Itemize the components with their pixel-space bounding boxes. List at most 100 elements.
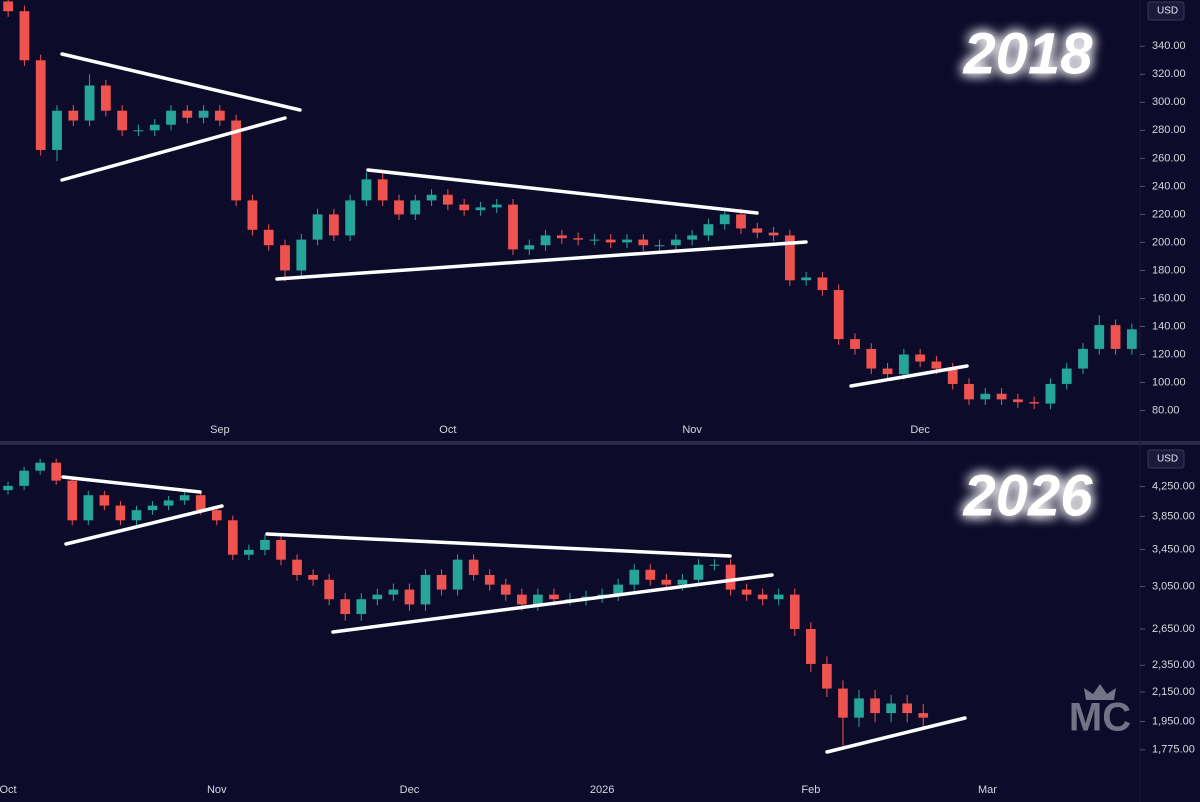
candle-body: [508, 204, 518, 250]
candle-body: [452, 559, 463, 590]
y-tick-label: 300.00: [1152, 96, 1186, 108]
candle-body: [605, 239, 616, 243]
y-tick-label: 100.00: [1152, 376, 1186, 388]
y-tick-label: 200.00: [1152, 236, 1186, 248]
candle-body: [182, 110, 193, 118]
candle-body: [784, 235, 795, 281]
y-tick-label: 160.00: [1152, 292, 1186, 304]
candle-body: [622, 239, 632, 243]
candle-body: [276, 539, 286, 560]
candle-body: [166, 110, 176, 125]
candle-body: [540, 235, 551, 246]
x-tick-label: Oct: [0, 784, 17, 796]
chart-title: 2026: [962, 463, 1093, 528]
candle-body: [35, 462, 45, 471]
candle-body: [613, 584, 623, 595]
trend-line: [331, 573, 774, 634]
candle-body: [420, 574, 431, 605]
candle-body: [99, 495, 110, 506]
unit-box: [1147, 449, 1185, 469]
candle-body: [709, 564, 720, 566]
candle-body: [741, 589, 752, 595]
trend-line: [825, 716, 967, 754]
candle-body: [725, 564, 736, 590]
candle-body: [687, 235, 698, 240]
candle-body: [500, 584, 511, 595]
candle-body: [19, 11, 30, 61]
candle-body: [247, 200, 258, 230]
candle-body: [964, 383, 974, 400]
candle-body: [231, 120, 242, 201]
candle-body: [573, 238, 584, 240]
y-tick-label: 2,350.00: [1152, 659, 1195, 671]
candle-body: [768, 232, 779, 236]
candle-body: [356, 599, 367, 615]
candle-body: [589, 239, 600, 241]
candle-body: [886, 703, 896, 714]
candle-body: [100, 85, 111, 111]
candle-body: [801, 277, 812, 281]
candle-body: [918, 713, 929, 718]
candle-body: [115, 505, 126, 521]
candle-body: [442, 194, 453, 205]
candle-body: [757, 594, 768, 600]
x-tick-label: Dec: [910, 424, 930, 436]
candle-body: [524, 245, 535, 250]
y-tick-label: 340.00: [1152, 40, 1186, 52]
candle-body: [789, 594, 800, 629]
y-tick-label: 1,950.00: [1152, 715, 1195, 727]
candle-body: [147, 505, 158, 511]
candle-body: [296, 239, 307, 271]
candle-body: [850, 339, 860, 349]
candle-body: [263, 229, 274, 246]
candle-body: [1029, 402, 1040, 404]
watermark-crown: [1084, 684, 1116, 700]
y-tick-label: 4,250.00: [1152, 480, 1195, 492]
candle-body: [661, 579, 672, 585]
y-tick-label: 140.00: [1152, 320, 1186, 332]
candle-body: [980, 393, 991, 400]
candle-body: [833, 290, 844, 340]
candle-body: [1061, 368, 1072, 384]
candle-body: [179, 495, 190, 501]
candle-body: [475, 207, 486, 211]
x-tick-label: Nov: [682, 424, 702, 436]
candle-body: [670, 239, 681, 246]
candle-body: [915, 354, 926, 362]
candle-body: [1094, 325, 1105, 349]
candle-body: [931, 361, 942, 369]
candle-body: [195, 495, 206, 511]
candle-body: [1012, 399, 1023, 403]
candle-body: [3, 485, 13, 491]
y-tick-label: 240.00: [1152, 180, 1186, 192]
candle-body: [947, 368, 958, 384]
trend-line: [275, 240, 808, 281]
candle-body: [736, 214, 746, 229]
x-tick-label: Nov: [207, 784, 227, 796]
x-tick-label: Oct: [439, 424, 456, 436]
candle-body: [308, 574, 318, 580]
candle-body: [404, 589, 415, 605]
candle-body: [468, 559, 479, 575]
candle-body: [324, 579, 334, 600]
candle-body: [340, 599, 351, 615]
y-tick-label: 3,450.00: [1152, 543, 1195, 555]
candle-body: [292, 559, 302, 575]
candle-body: [35, 60, 46, 150]
candle-body: [517, 594, 527, 605]
x-tick-label: Dec: [400, 784, 420, 796]
candle-body: [806, 628, 816, 664]
candle-body: [51, 462, 62, 481]
candle-body: [426, 194, 437, 201]
candle-body: [84, 85, 95, 121]
candle-body: [1110, 325, 1121, 349]
x-tick-label: Mar: [978, 784, 997, 796]
y-tick-label: 80.00: [1152, 404, 1180, 416]
trend-line: [60, 52, 302, 112]
candle-body: [312, 214, 323, 240]
candle-body: [1078, 348, 1088, 369]
candle-body: [198, 110, 209, 118]
